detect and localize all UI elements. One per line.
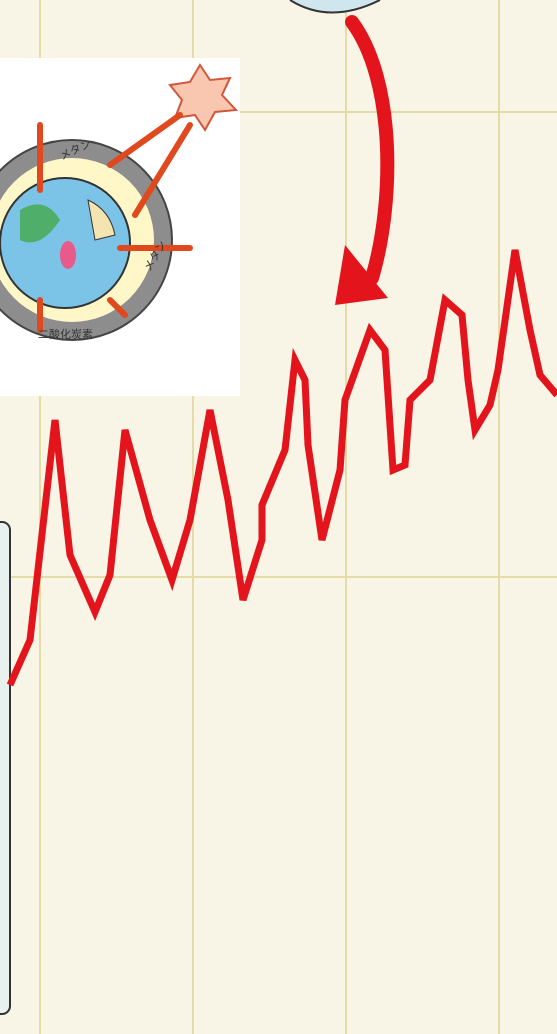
co2-label: 二酸化炭素 (38, 327, 93, 341)
side-card (0, 521, 11, 1015)
red-arrow (345, 15, 395, 285)
greenhouse-illustration: メタン メタン 二酸化炭素 (0, 58, 240, 396)
red-arrow-head (335, 245, 388, 305)
temperature-line (6, 249, 557, 687)
top-earth-fragment (289, 0, 381, 14)
